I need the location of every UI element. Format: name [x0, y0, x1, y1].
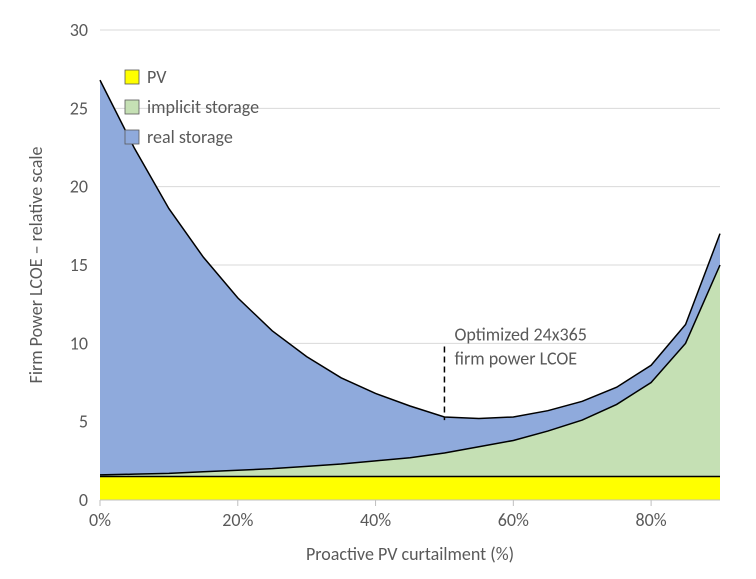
y-tick-label: 10 — [70, 332, 88, 354]
legend-label-pv: PV — [147, 66, 167, 88]
legend-label-implicit_storage: implicit storage — [147, 96, 259, 118]
chart-svg: 0% 20% 40% 60% 80% 0 5 10 15 20 25 30 Proactive PV c… — [0, 0, 756, 579]
legend-label-real_storage: real storage — [147, 126, 233, 148]
y-tick-label: 0 — [79, 489, 88, 511]
y-tick-label: 15 — [70, 254, 88, 276]
y-tick-label: 25 — [70, 97, 88, 119]
y-tick-label: 30 — [70, 19, 88, 41]
legend-swatch-real_storage — [125, 130, 139, 144]
area-pv — [100, 477, 720, 501]
y-tick-label: 5 — [79, 411, 88, 433]
x-tick-label: 40% — [360, 509, 391, 531]
annotation-text-1: Optimized 24x365 — [454, 323, 586, 345]
y-axis-label: Firm Power LCOE – relative scale — [25, 146, 47, 383]
lcoe-stacked-area-chart: 0% 20% 40% 60% 80% 0 5 10 15 20 25 30 Proactive PV c… — [0, 0, 756, 579]
y-tick-label: 20 — [70, 176, 88, 198]
legend-swatch-pv — [125, 70, 139, 84]
x-tick-label: 20% — [222, 509, 253, 531]
x-tick-label: 0% — [89, 509, 111, 531]
legend-swatch-implicit_storage — [125, 100, 139, 114]
annotation-text-2: firm power LCOE — [454, 347, 577, 369]
x-tick-label: 80% — [636, 509, 667, 531]
x-tick-label: 60% — [498, 509, 529, 531]
x-axis-label: Proactive PV curtailment (%) — [306, 543, 514, 565]
